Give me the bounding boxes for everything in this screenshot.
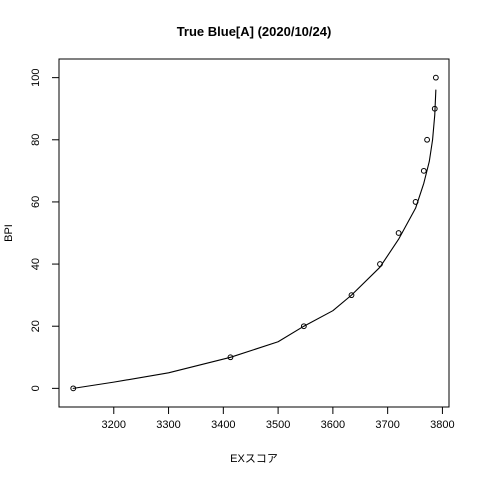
y-tick-label: 40 xyxy=(30,258,42,270)
x-tick-label: 3400 xyxy=(211,419,235,431)
data-point xyxy=(433,75,438,80)
data-point xyxy=(425,137,430,142)
y-tick-label: 100 xyxy=(30,68,42,86)
y-tick-label: 80 xyxy=(30,134,42,146)
y-tick-label: 20 xyxy=(30,320,42,332)
data-point xyxy=(396,231,401,236)
x-tick-label: 3800 xyxy=(430,419,454,431)
x-axis-label: EXスコア xyxy=(230,453,278,465)
x-tick-label: 3600 xyxy=(321,419,345,431)
fit-curve xyxy=(73,90,436,388)
plot-frame xyxy=(59,59,449,407)
chart-title: True Blue[A] (2020/10/24) xyxy=(177,24,332,39)
y-axis-label: BPI xyxy=(3,224,15,242)
x-tick-label: 3300 xyxy=(156,419,180,431)
y-tick-label: 0 xyxy=(30,385,42,391)
data-point xyxy=(421,168,426,173)
y-axis: 0 20 40 60 80 100 xyxy=(30,68,59,391)
x-tick-label: 3700 xyxy=(375,419,399,431)
x-axis: 3200 3300 3400 3500 3600 3700 3800 xyxy=(102,407,455,431)
x-tick-label: 3500 xyxy=(266,419,290,431)
y-tick-label: 60 xyxy=(30,196,42,208)
x-tick-label: 3200 xyxy=(102,419,126,431)
fit-curve-layer xyxy=(73,90,436,388)
data-points-layer xyxy=(71,75,438,391)
